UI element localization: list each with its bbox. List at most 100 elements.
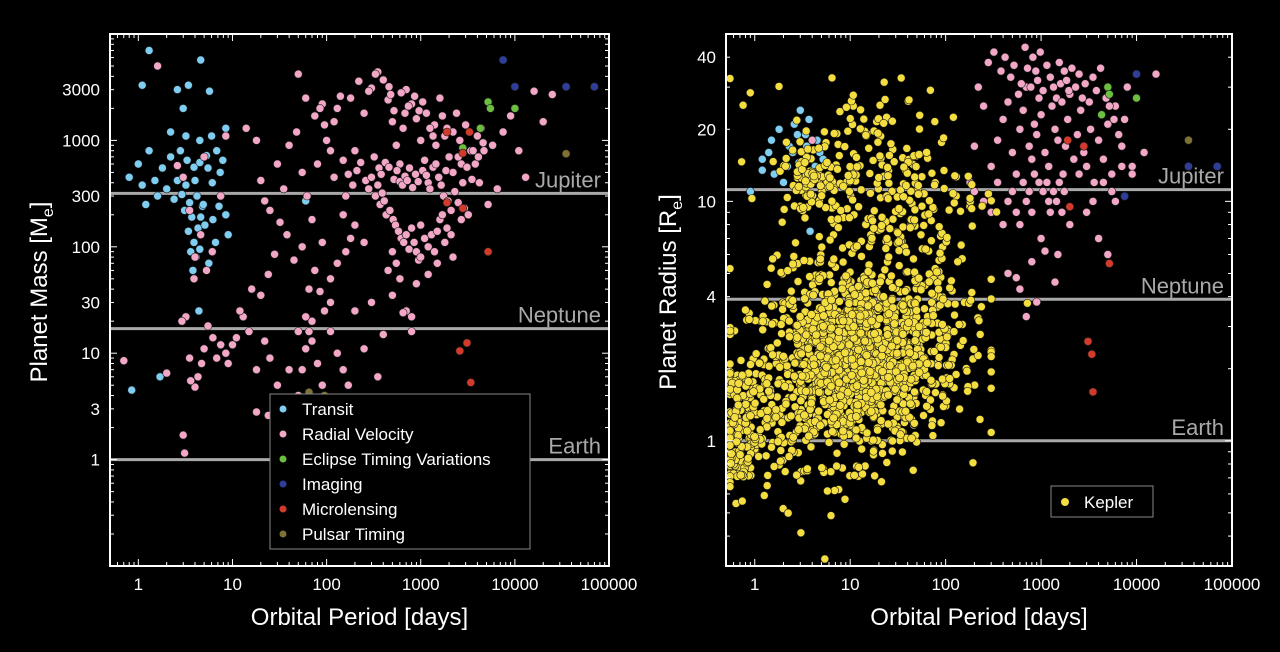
data-point-radial-velocity — [392, 166, 402, 175]
data-point-kepler — [945, 374, 955, 383]
data-point-radial-velocity — [301, 312, 311, 322]
data-point-kepler — [902, 247, 911, 257]
data-point-kepler — [750, 432, 759, 442]
data-point-kepler — [917, 172, 927, 181]
data-point-radial-velocity — [359, 238, 369, 247]
data-point-radial-velocity — [410, 91, 419, 101]
data-point-eclipse-timing-variations — [1132, 93, 1141, 103]
legend-label-microlensing: Microlensing — [302, 500, 397, 519]
data-point-radial-velocity — [400, 108, 410, 118]
data-point-kepler — [843, 387, 853, 397]
data-point-radial-velocity — [970, 141, 979, 151]
data-point-radial-velocity — [373, 180, 383, 190]
data-point-kepler — [922, 387, 931, 396]
data-point-kepler — [850, 290, 860, 299]
data-point-radial-velocity — [1057, 97, 1067, 107]
data-point-radial-velocity — [177, 316, 187, 326]
data-point-kepler — [782, 193, 792, 202]
data-point-radial-velocity — [979, 101, 988, 111]
data-point-radial-velocity — [416, 252, 426, 262]
data-point-microlensing — [1079, 141, 1089, 151]
data-point-kepler — [814, 406, 824, 416]
data-point-radial-velocity — [1076, 106, 1085, 115]
data-point-kepler — [876, 416, 886, 425]
legend-label-transit: Transit — [302, 400, 354, 419]
data-point-radial-velocity — [378, 75, 388, 85]
data-point-kepler — [844, 340, 854, 350]
legend-marker-imaging — [279, 480, 287, 488]
data-point-kepler — [953, 257, 963, 267]
legend-marker-radial-velocity — [279, 430, 287, 438]
data-point-kepler — [920, 304, 929, 314]
data-point-radial-velocity — [1063, 115, 1072, 124]
data-point-kepler — [734, 379, 744, 388]
data-point-kepler — [907, 433, 916, 443]
data-point-radial-velocity — [398, 124, 408, 133]
data-point-kepler — [986, 428, 996, 437]
data-point-radial-velocity — [473, 131, 482, 141]
data-point-radial-velocity — [313, 159, 322, 169]
data-point-kepler — [754, 452, 763, 461]
data-point-kepler — [879, 292, 888, 301]
data-point-microlensing — [466, 378, 476, 387]
data-point-kepler — [944, 360, 953, 370]
data-point-kepler — [854, 202, 863, 211]
data-point-radial-velocity — [409, 238, 419, 247]
data-point-kepler — [825, 173, 835, 183]
data-point-radial-velocity — [326, 298, 335, 307]
data-point-transit — [144, 46, 154, 55]
x-tick-label: 1000 — [1022, 575, 1060, 594]
data-point-microlensing — [462, 338, 472, 348]
data-point-radial-velocity — [1082, 208, 1091, 217]
data-point-radial-velocity — [1050, 277, 1060, 287]
data-point-radial-velocity — [293, 327, 303, 336]
data-point-transit — [124, 173, 134, 182]
x-tick-label: 100 — [312, 575, 340, 594]
data-point-radial-velocity — [1105, 101, 1114, 111]
data-point-radial-velocity — [430, 247, 439, 256]
data-point-radial-velocity — [1042, 61, 1052, 70]
data-point-radial-velocity — [395, 274, 405, 284]
data-point-radial-velocity — [1028, 52, 1038, 62]
data-point-kepler — [879, 119, 889, 128]
data-point-kepler — [835, 297, 844, 306]
reference-label-jupiter: Jupiter — [535, 167, 601, 192]
data-point-transit — [214, 202, 224, 211]
data-point-kepler — [897, 362, 907, 372]
data-point-kepler — [760, 296, 770, 306]
data-point-kepler — [1023, 298, 1032, 308]
data-point-radial-velocity — [119, 356, 129, 366]
data-point-transit — [166, 152, 175, 162]
data-point-radial-velocity — [190, 382, 200, 392]
data-point-radial-velocity — [448, 168, 458, 177]
data-point-radial-velocity — [1074, 69, 1084, 79]
data-point-radial-velocity — [1031, 66, 1041, 76]
data-point-radial-velocity — [506, 111, 515, 121]
data-point-radial-velocity — [998, 220, 1008, 229]
data-point-kepler — [856, 357, 866, 366]
data-point-kepler — [855, 124, 865, 134]
data-point-radial-velocity — [384, 82, 394, 91]
data-point-kepler — [925, 196, 934, 205]
data-point-radial-velocity — [422, 108, 431, 118]
data-point-kepler — [906, 187, 916, 196]
y-axis-label-subscript: e — [669, 201, 686, 210]
data-point-radial-velocity — [367, 298, 376, 307]
data-point-kepler — [894, 278, 904, 288]
data-point-kepler — [838, 426, 848, 436]
data-point-kepler — [926, 395, 935, 405]
data-point-kepler — [908, 465, 918, 475]
data-point-kepler — [851, 433, 861, 443]
data-point-kepler — [866, 407, 876, 416]
data-point-kepler — [859, 114, 869, 124]
data-point-kepler — [899, 192, 908, 201]
data-point-kepler — [929, 347, 939, 356]
data-point-radial-velocity — [388, 117, 397, 126]
data-point-radial-velocity — [190, 252, 200, 262]
reference-label-earth: Earth — [548, 434, 601, 459]
data-point-kepler — [885, 151, 894, 160]
data-point-kepler — [856, 328, 866, 338]
y-tick-label: 300 — [72, 187, 100, 206]
x-tick-label: 100000 — [581, 575, 638, 594]
data-point-radial-velocity — [273, 380, 282, 390]
